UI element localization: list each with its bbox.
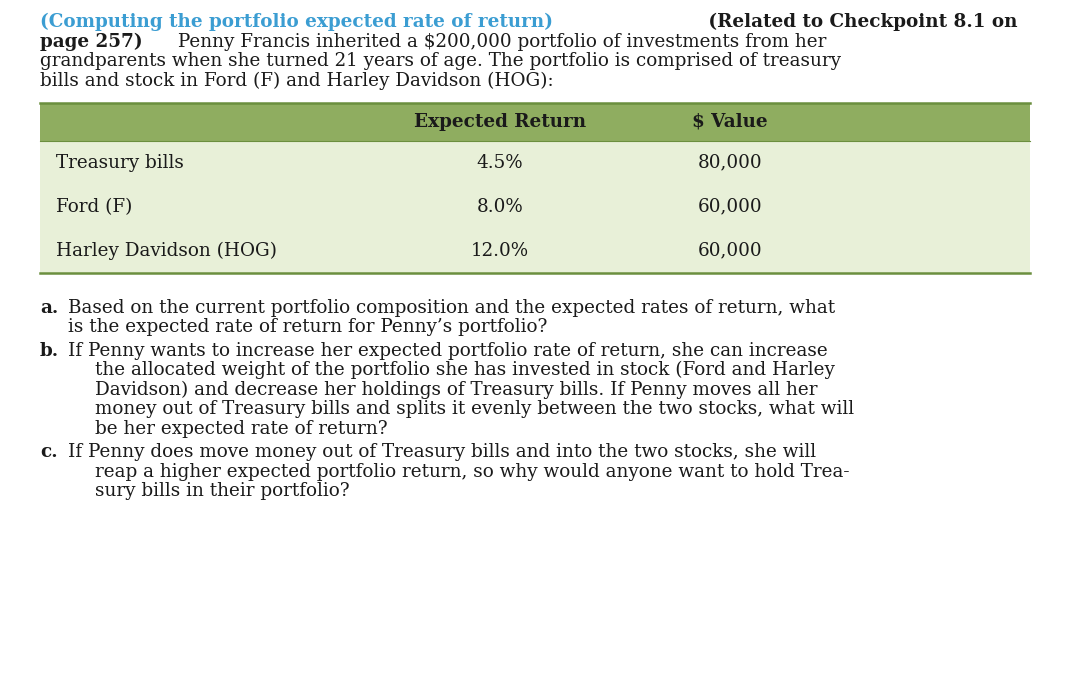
Text: bills and stock in Ford (F) and Harley Davidson (HOG):: bills and stock in Ford (F) and Harley D… bbox=[40, 71, 553, 90]
Text: If Penny wants to increase her expected portfolio rate of return, she can increa: If Penny wants to increase her expected … bbox=[68, 342, 828, 360]
Text: Treasury bills: Treasury bills bbox=[56, 153, 184, 172]
Text: reap a higher expected portfolio return, so why would anyone want to hold Trea-: reap a higher expected portfolio return,… bbox=[95, 462, 850, 481]
Text: 12.0%: 12.0% bbox=[471, 242, 529, 260]
Text: 80,000: 80,000 bbox=[698, 153, 762, 172]
Text: $ Value: $ Value bbox=[692, 113, 768, 131]
Text: the allocated weight of the portfolio she has invested in stock (Ford and Harley: the allocated weight of the portfolio sh… bbox=[95, 361, 835, 379]
Text: Penny Francis inherited a $200,000 portfolio of investments from her: Penny Francis inherited a $200,000 portf… bbox=[172, 32, 827, 51]
Text: be her expected rate of return?: be her expected rate of return? bbox=[95, 420, 387, 438]
Text: money out of Treasury bills and splits it evenly between the two stocks, what wi: money out of Treasury bills and splits i… bbox=[95, 400, 854, 419]
Text: (Related to Checkpoint 8.1 on: (Related to Checkpoint 8.1 on bbox=[702, 13, 1018, 32]
Text: 4.5%: 4.5% bbox=[477, 153, 523, 172]
Text: a.: a. bbox=[40, 299, 58, 316]
Text: is the expected rate of return for Penny’s portfolio?: is the expected rate of return for Penny… bbox=[68, 319, 548, 336]
Text: 60,000: 60,000 bbox=[698, 242, 762, 260]
Text: page 257): page 257) bbox=[40, 32, 142, 51]
Text: If Penny does move money out of Treasury bills and into the two stocks, she will: If Penny does move money out of Treasury… bbox=[68, 443, 816, 461]
Text: b.: b. bbox=[40, 342, 59, 360]
Text: Ford (F): Ford (F) bbox=[56, 198, 133, 216]
Bar bbox=[40, 185, 1030, 229]
Text: Based on the current portfolio composition and the expected rates of return, wha: Based on the current portfolio compositi… bbox=[68, 299, 835, 316]
Text: Expected Return: Expected Return bbox=[414, 113, 586, 131]
Text: 8.0%: 8.0% bbox=[476, 198, 523, 216]
Bar bbox=[40, 229, 1030, 273]
Text: (Computing the portfolio expected rate of return): (Computing the portfolio expected rate o… bbox=[40, 13, 553, 32]
Bar bbox=[40, 103, 1030, 140]
Text: c.: c. bbox=[40, 443, 58, 461]
Text: 60,000: 60,000 bbox=[698, 198, 762, 216]
Text: sury bills in their portfolio?: sury bills in their portfolio? bbox=[95, 482, 350, 500]
Text: Davidson) and decrease her holdings of Treasury bills. If Penny moves all her: Davidson) and decrease her holdings of T… bbox=[95, 381, 817, 399]
Text: grandparents when she turned 21 years of age. The portfolio is comprised of trea: grandparents when she turned 21 years of… bbox=[40, 52, 841, 70]
Bar bbox=[40, 140, 1030, 185]
Text: Harley Davidson (HOG): Harley Davidson (HOG) bbox=[56, 242, 277, 260]
